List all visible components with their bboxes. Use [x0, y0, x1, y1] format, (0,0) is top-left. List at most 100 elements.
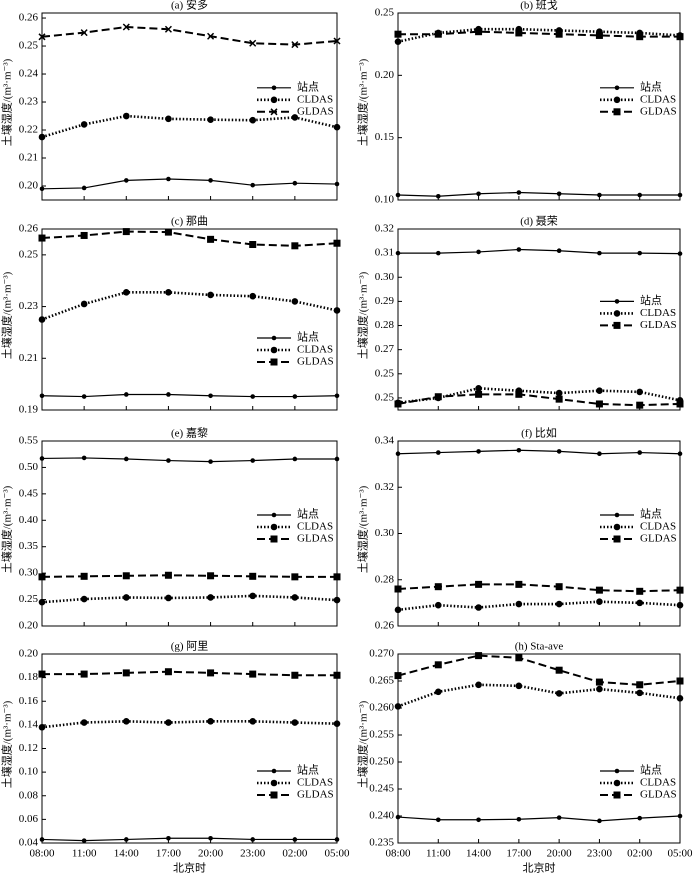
- point: [38, 670, 46, 678]
- plot-frame: [41, 653, 338, 844]
- y-axis-label: 土壤湿度/(m³·m⁻³): [356, 485, 370, 573]
- legend-marker: [270, 346, 278, 354]
- point: [435, 250, 441, 256]
- point: [38, 598, 46, 606]
- series-line: [398, 248, 681, 255]
- point: [291, 671, 299, 679]
- legend-marker: [271, 335, 277, 341]
- point: [208, 459, 213, 464]
- point: [516, 247, 522, 252]
- point: [80, 121, 88, 128]
- y-tick-label: 0.32: [375, 223, 394, 235]
- series-line: [41, 178, 338, 190]
- point: [122, 572, 130, 580]
- point: [164, 668, 172, 676]
- point: [595, 400, 603, 408]
- point: [636, 33, 644, 41]
- y-tick-label: 0.28: [375, 319, 395, 331]
- y-tick-label: 0.10: [375, 194, 395, 206]
- point: [475, 28, 483, 36]
- point: [38, 33, 46, 41]
- legend-label: CLDAS: [297, 344, 333, 356]
- legend-label: GLDAS: [297, 789, 334, 801]
- series-line: [397, 600, 681, 612]
- point: [394, 703, 402, 710]
- point: [677, 251, 683, 256]
- point: [434, 30, 442, 38]
- panel-title: (a) 安多: [171, 0, 208, 12]
- point: [207, 32, 215, 40]
- point: [81, 455, 87, 461]
- point: [677, 813, 683, 819]
- point: [395, 192, 401, 198]
- point: [556, 191, 562, 197]
- point: [515, 390, 523, 398]
- y-tick-label: 0.26: [19, 12, 39, 24]
- point: [164, 228, 172, 236]
- legend-label: 站点: [640, 507, 662, 521]
- point: [475, 390, 483, 398]
- legend-label: 站点: [297, 330, 319, 344]
- point: [39, 186, 45, 192]
- point: [676, 601, 684, 609]
- y-tick-label: 0.27: [375, 343, 395, 355]
- point: [395, 451, 401, 457]
- point: [81, 838, 87, 843]
- point: [516, 190, 522, 195]
- point: [595, 586, 603, 594]
- point: [122, 228, 130, 236]
- point: [597, 250, 602, 256]
- legend-label: 站点: [297, 79, 319, 93]
- point: [166, 392, 171, 397]
- point: [39, 837, 45, 842]
- y-tick-label: 0.29: [375, 295, 395, 307]
- legend-label: CLDAS: [297, 777, 333, 789]
- point: [333, 596, 341, 604]
- plot-frame: [397, 228, 681, 411]
- legend-marker: [613, 535, 621, 543]
- point: [636, 401, 644, 409]
- y-tick-label: 0.34: [375, 435, 395, 447]
- y-tick-label: 0.55: [19, 435, 39, 447]
- point: [333, 671, 341, 679]
- legend-marker: [271, 512, 277, 518]
- point: [207, 572, 215, 580]
- point: [637, 450, 643, 455]
- legend-marker: [270, 523, 278, 531]
- series-line: [397, 683, 681, 708]
- point: [122, 112, 130, 120]
- point: [596, 685, 603, 693]
- point: [677, 451, 683, 457]
- point: [208, 835, 213, 841]
- y-tick-label: 0.30: [19, 567, 39, 579]
- x-tick-label: 11:00: [72, 848, 97, 860]
- plot-frame: [41, 440, 338, 627]
- y-axis-label: 土壤湿度/(m³·m⁻³): [0, 58, 14, 146]
- point: [122, 23, 130, 31]
- y-tick-label: 0.32: [375, 481, 394, 493]
- point: [208, 178, 213, 183]
- point: [394, 38, 402, 45]
- legend-label: 站点: [640, 79, 662, 93]
- point: [39, 393, 45, 399]
- point: [435, 450, 441, 455]
- point: [249, 39, 257, 47]
- panel-title: (f) 比如: [521, 426, 557, 440]
- y-tick-label: 0.14: [19, 718, 39, 730]
- panel-title: (d) 聂荣: [520, 215, 558, 228]
- point: [676, 694, 684, 702]
- y-tick-label: 0.08: [19, 789, 39, 801]
- legend-marker: [270, 358, 278, 366]
- point: [394, 585, 402, 593]
- y-tick-label: 0.240: [369, 810, 394, 822]
- series-line: [397, 815, 681, 822]
- point: [636, 587, 644, 595]
- legend-label: 站点: [297, 507, 319, 521]
- y-tick-label: 0.15: [375, 131, 395, 143]
- point: [292, 394, 298, 399]
- legend-marker: [613, 96, 621, 104]
- y-tick-label: 0.25: [375, 367, 395, 379]
- point: [123, 178, 129, 183]
- point: [249, 572, 257, 580]
- point: [435, 817, 441, 823]
